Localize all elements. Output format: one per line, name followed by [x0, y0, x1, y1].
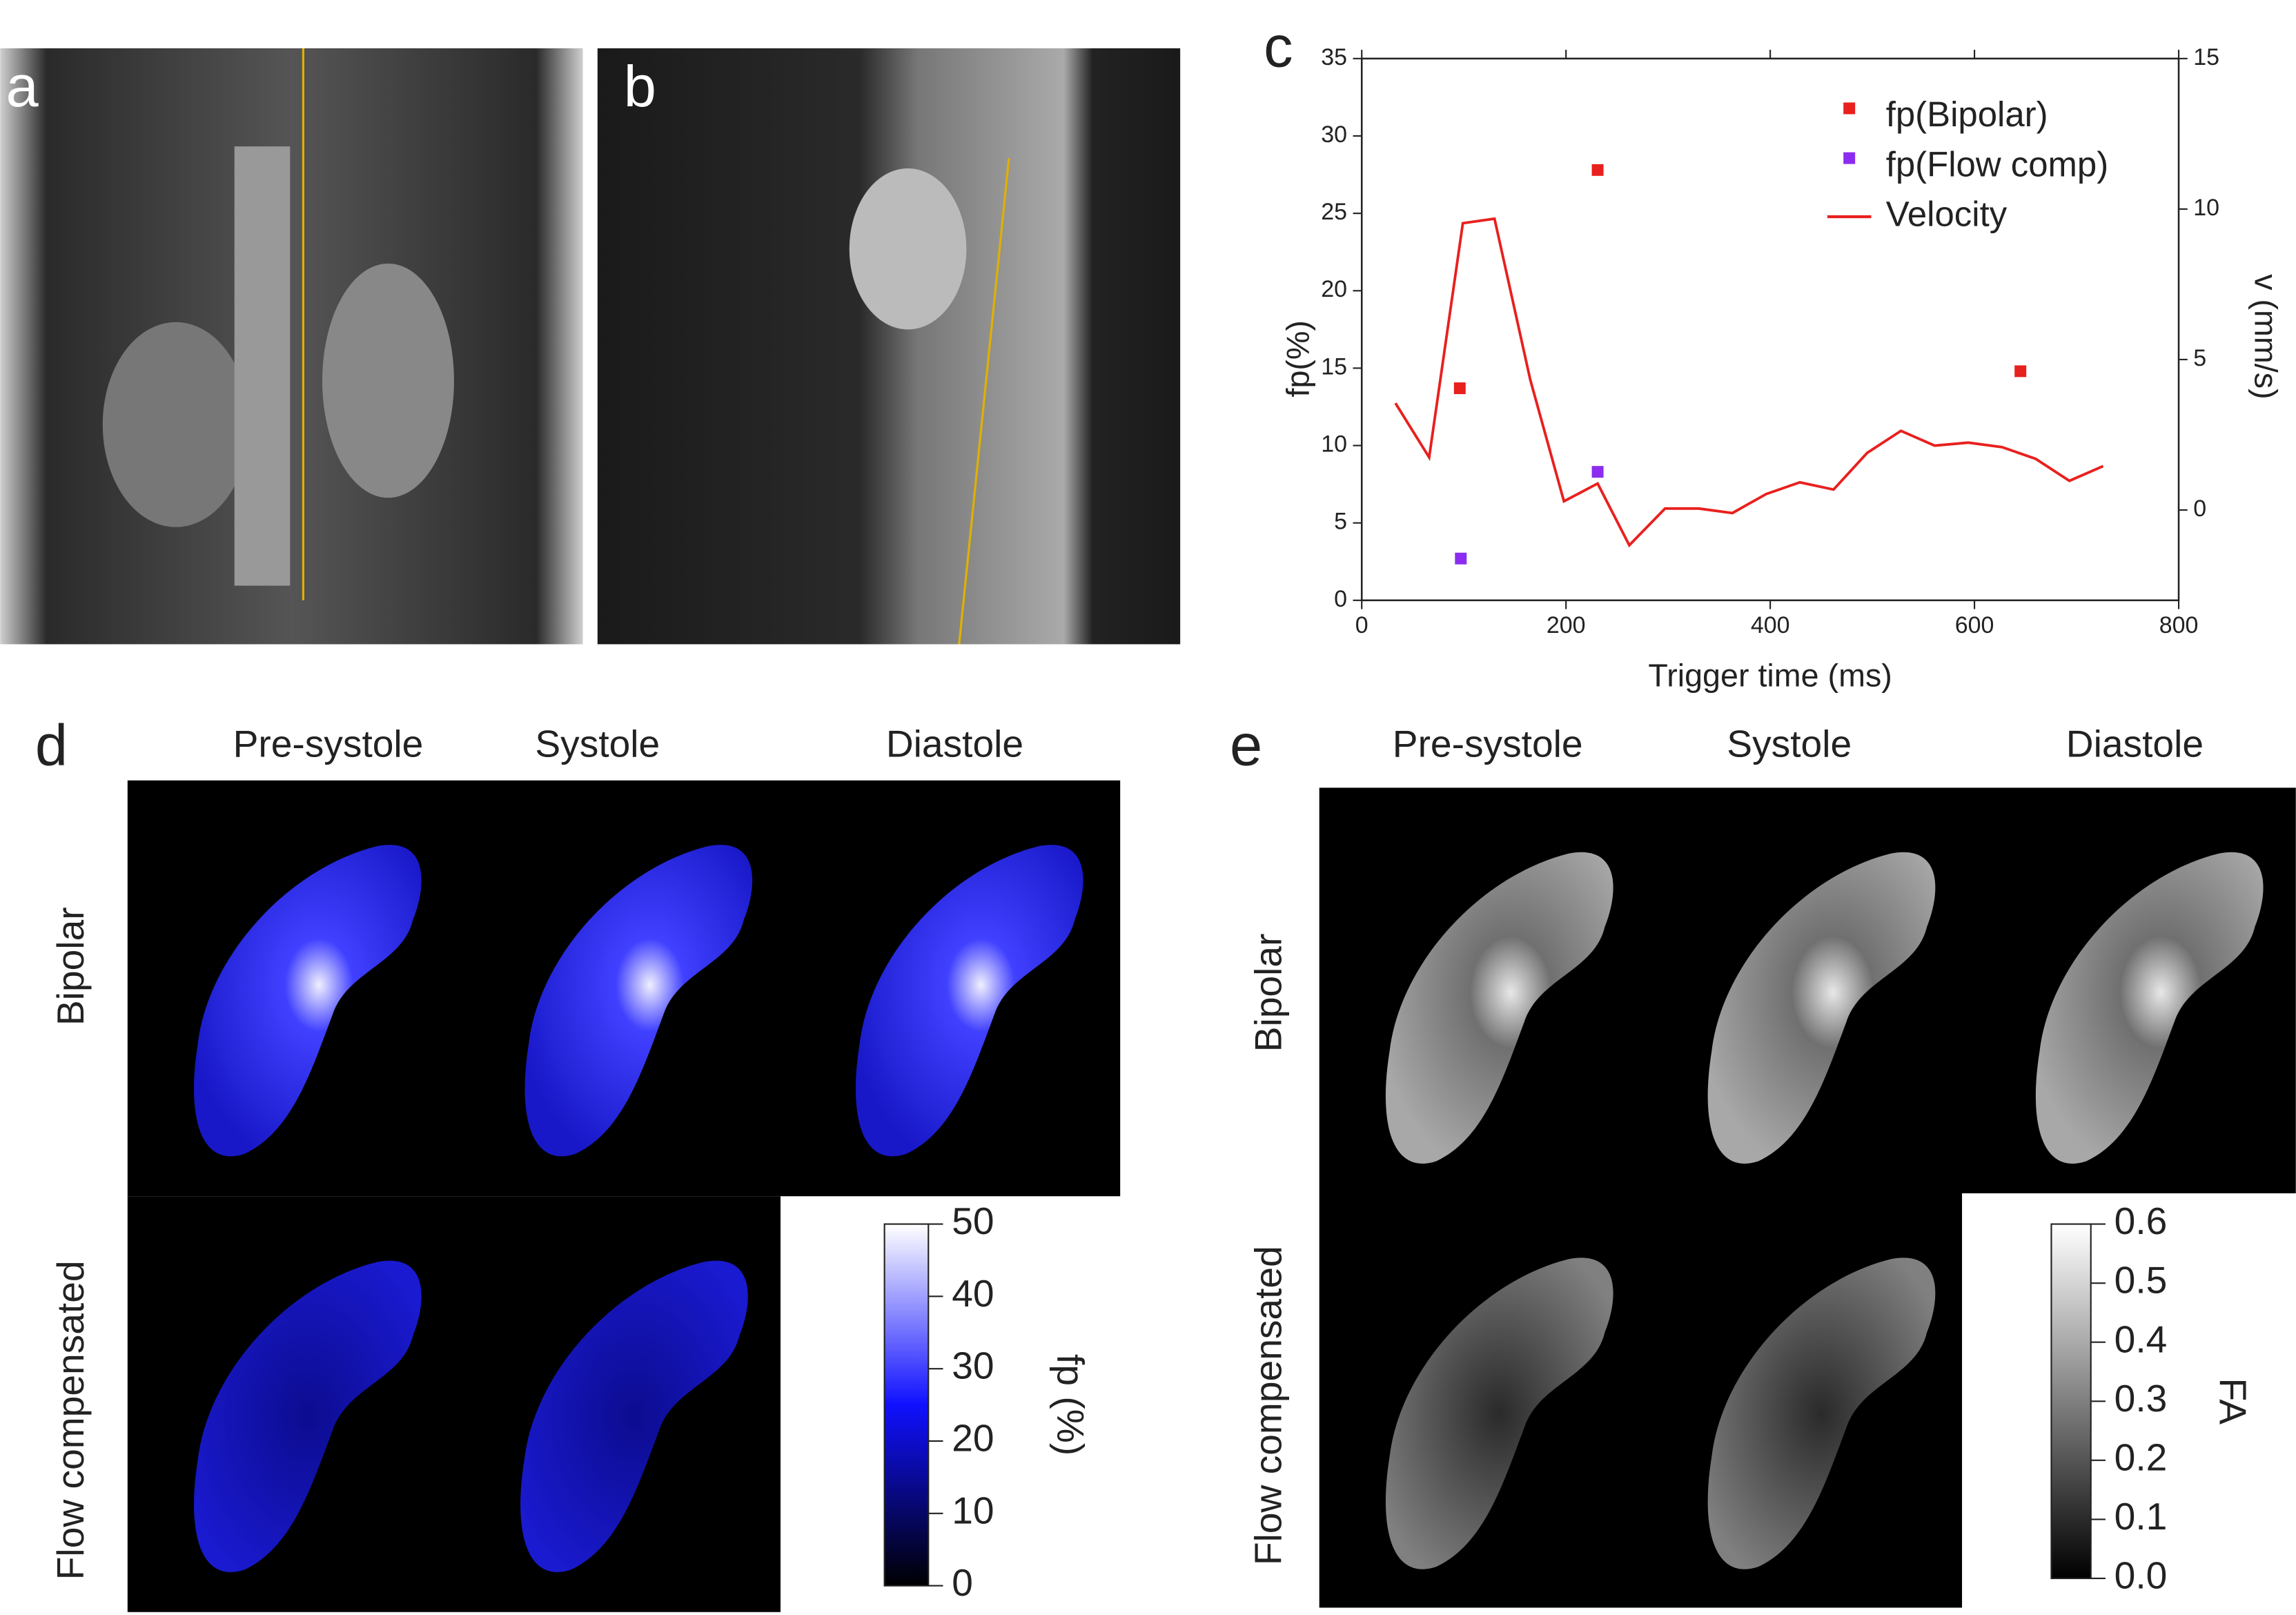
colorbar-tick-label: 0.5 — [2115, 1259, 2168, 1302]
plot-frame — [1360, 57, 2180, 602]
kidney-map — [194, 845, 422, 1157]
row-header: Bipolar — [1246, 934, 1289, 1053]
y-tick-label: 35 — [1321, 44, 1347, 70]
row-header: Bipolar — [49, 907, 92, 1026]
y2-tick-label: 0 — [2193, 496, 2206, 522]
colorbar-tick-label: 10 — [952, 1489, 994, 1531]
colorbar — [883, 1223, 930, 1587]
kidney-right — [322, 263, 454, 498]
kidney-map — [520, 1260, 748, 1572]
legend-label: fp(Flow comp) — [1886, 144, 2108, 184]
colorbar-tick-label: 50 — [952, 1200, 994, 1242]
scatter-point — [1591, 164, 1604, 176]
x-tick-label: 400 — [1751, 612, 1790, 638]
column-header: Systole — [1727, 723, 1852, 765]
mri-coronal — [0, 48, 583, 645]
y-tick-label: 15 — [1321, 353, 1347, 380]
velocity-line — [1394, 217, 2104, 548]
y-tick-label: 0 — [1334, 586, 1347, 612]
y2-axis-label: v (mm/s) — [2248, 274, 2284, 399]
colorbar-tick-label: 0.0 — [2115, 1554, 2168, 1597]
colorbar-tick-label: 0 — [952, 1561, 973, 1604]
column-header: Diastole — [886, 723, 1023, 765]
colorbar-tick-label: 30 — [952, 1344, 994, 1387]
kidney-map — [194, 1260, 422, 1572]
colorbar-tick-label: 20 — [952, 1417, 994, 1460]
x-axis-label: Trigger time (ms) — [1648, 658, 1892, 694]
x-tick-label: 600 — [1955, 612, 1994, 638]
kidney-map — [1385, 852, 1613, 1164]
y-tick-label: 10 — [1321, 431, 1347, 458]
row-header: Flow compensated — [49, 1260, 92, 1580]
legend-label: fp(Bipolar) — [1886, 95, 2048, 134]
x-tick-label: 800 — [2159, 612, 2199, 638]
kidney-map — [1385, 1257, 1613, 1569]
kidney-map — [1707, 852, 1936, 1164]
kidney-map — [1707, 1257, 1936, 1569]
legend-label: Velocity — [1886, 194, 2008, 233]
scatter-point — [2014, 365, 2027, 378]
column-header: Diastole — [2066, 723, 2204, 765]
panel-label: d — [35, 712, 68, 778]
colorbar — [2050, 1223, 2092, 1580]
y-tick-label: 20 — [1321, 276, 1347, 302]
mri-sagittal — [597, 48, 1181, 645]
scatter-point — [1591, 466, 1604, 478]
x-tick-label: 0 — [1355, 612, 1368, 638]
colorbar-tick-label: 40 — [952, 1272, 994, 1315]
column-header: Pre-systole — [1393, 723, 1583, 765]
colorbar-tick-label: 0.4 — [2115, 1318, 2168, 1360]
y-tick-label: 25 — [1321, 199, 1347, 225]
y2-tick-label: 10 — [2193, 195, 2219, 221]
legend-swatch — [1843, 152, 1856, 164]
x-tick-label: 200 — [1547, 612, 1586, 638]
y-tick-label: 5 — [1334, 509, 1347, 535]
y-axis-label: fp(%) — [1279, 320, 1315, 397]
scatter-point — [1453, 382, 1466, 395]
kidney-map — [524, 845, 753, 1157]
colorbar-tick-label: 0.6 — [2115, 1200, 2168, 1242]
y-tick-label: 30 — [1321, 121, 1347, 148]
y2-tick-label: 5 — [2193, 345, 2206, 371]
panel-label: b — [624, 53, 656, 119]
kidney-sagittal — [849, 168, 967, 330]
slice-line — [958, 157, 1010, 645]
column-header: Systole — [535, 723, 660, 765]
colorbar-tick-label: 0.1 — [2115, 1495, 2168, 1538]
colorbar-label: fp (%) — [1049, 1354, 1092, 1456]
kidney-map — [855, 845, 1083, 1157]
kidney-map — [2035, 852, 2264, 1164]
kidney-left — [102, 322, 249, 527]
panel-label: a — [6, 53, 39, 119]
colorbar-label: FA — [2212, 1378, 2255, 1425]
colorbar-tick-label: 0.2 — [2115, 1436, 2168, 1478]
column-header: Pre-systole — [233, 723, 424, 765]
colorbar-tick-label: 0.3 — [2115, 1377, 2168, 1420]
legend-swatch — [1843, 102, 1856, 115]
spine — [234, 146, 291, 586]
panel-label: c — [1264, 14, 1293, 79]
scatter-point — [1455, 552, 1467, 565]
panel-label: e — [1230, 712, 1262, 778]
y2-tick-label: 15 — [2193, 44, 2219, 70]
row-header: Flow compensated — [1246, 1246, 1289, 1565]
